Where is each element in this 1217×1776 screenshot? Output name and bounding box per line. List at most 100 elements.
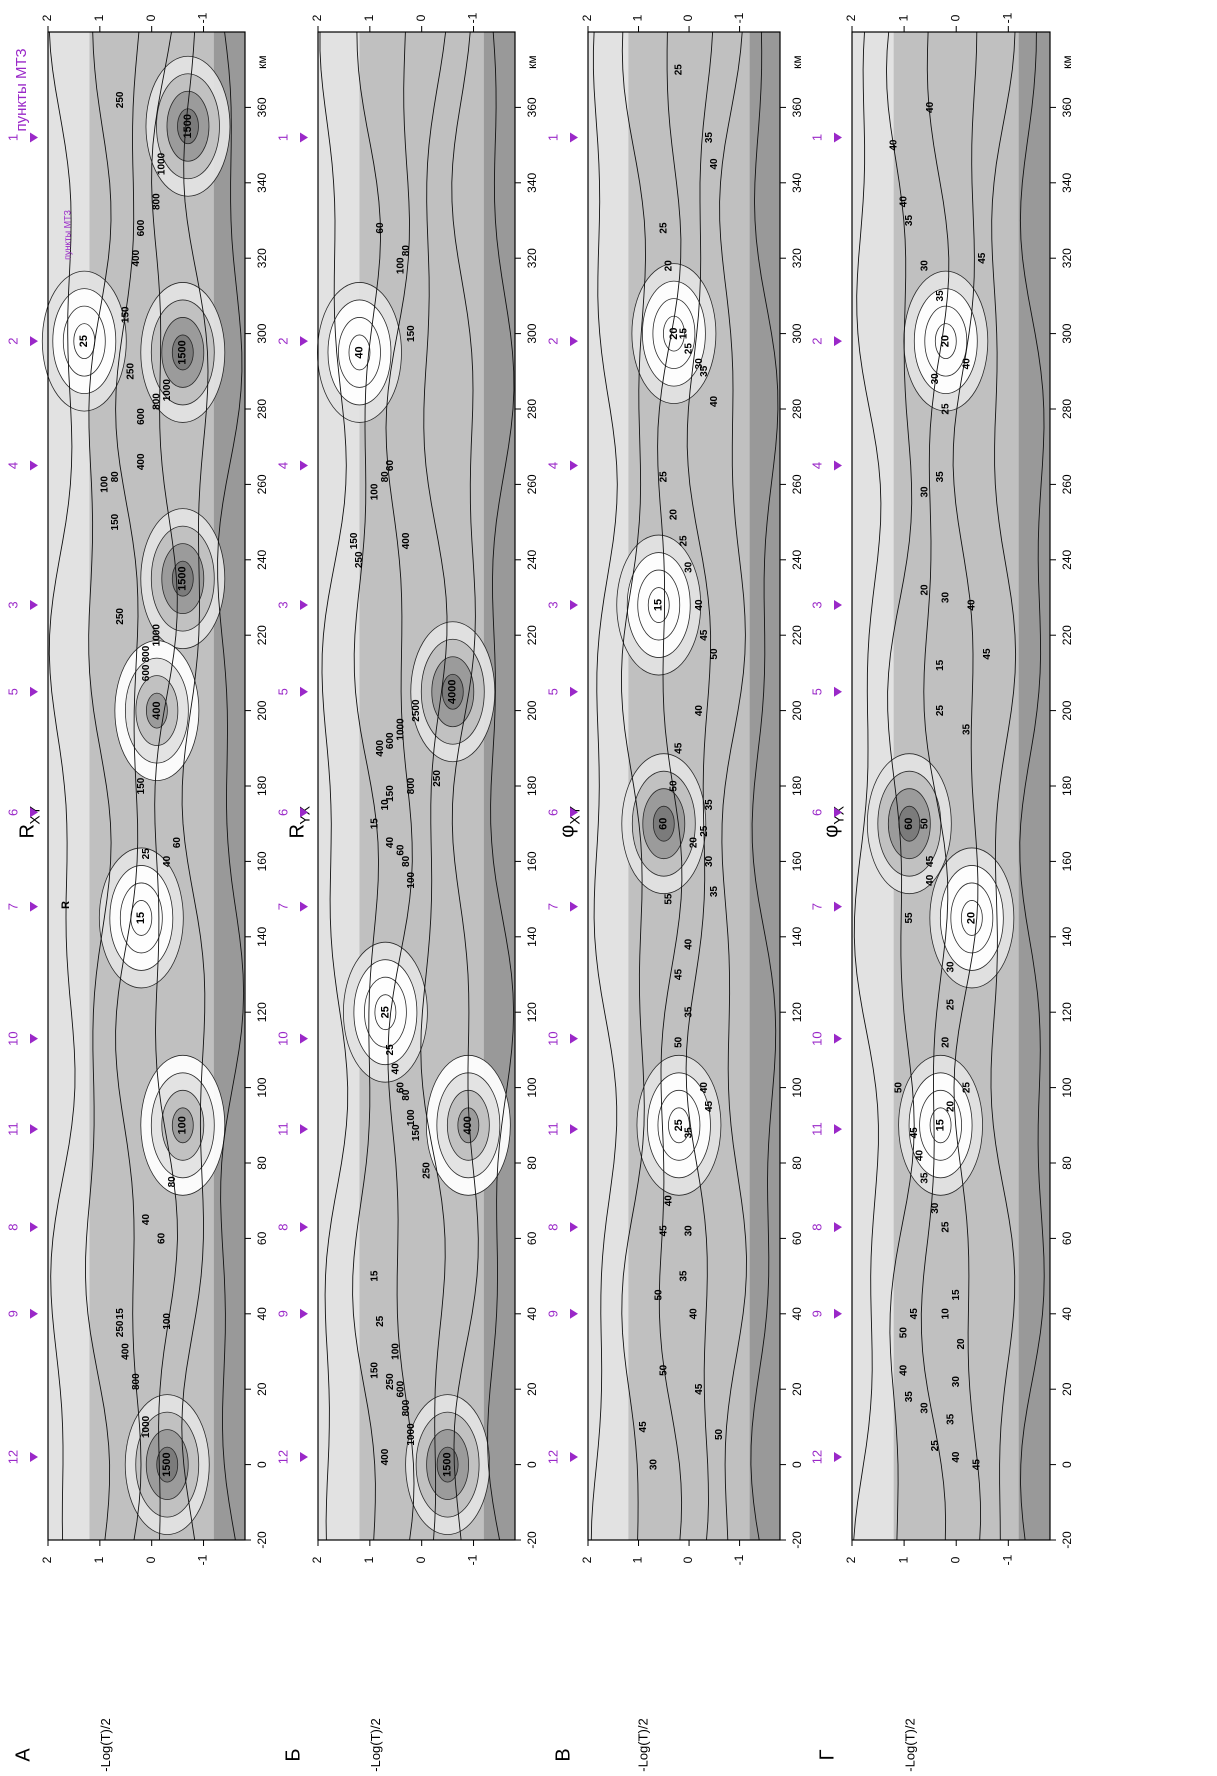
contour-label: 45 xyxy=(977,252,988,264)
contour-label: 25 xyxy=(658,471,669,483)
contour-label: 25 xyxy=(679,535,690,547)
x-tick-label: 20 xyxy=(525,1382,539,1396)
contour-label: 400 xyxy=(131,249,142,266)
contour-label: 20 xyxy=(940,1036,951,1048)
site-marker-icon xyxy=(30,1452,38,1463)
panel-title-sub: XY xyxy=(567,805,583,824)
contour-label: 80 xyxy=(380,471,391,483)
site-label: 8 xyxy=(275,1223,290,1230)
contour-label: 80 xyxy=(110,471,121,483)
contour-label: 60 xyxy=(172,837,183,849)
anomaly-contour xyxy=(171,1107,194,1144)
x-tick-label: 200 xyxy=(255,700,269,720)
anomaly-label: 15 xyxy=(135,912,147,924)
site-label: 2 xyxy=(275,338,290,345)
site-label: 5 xyxy=(809,688,824,695)
contour-label: 45 xyxy=(982,648,993,660)
x-tick-label: 200 xyxy=(790,700,804,720)
site-marker-icon xyxy=(300,1308,308,1319)
x-tick-label: 180 xyxy=(1060,776,1074,796)
x-tick-label: 80 xyxy=(1060,1156,1074,1170)
anomaly-contour xyxy=(662,315,685,352)
x-axis-unit: км xyxy=(1060,55,1074,69)
x-tick-label: 180 xyxy=(525,776,539,796)
site-marker-icon xyxy=(30,1033,38,1044)
contour-label: 20 xyxy=(946,1100,957,1112)
x-tick-label: 240 xyxy=(790,549,804,569)
site-marker-icon xyxy=(30,686,38,697)
contour-label: 60 xyxy=(385,460,396,472)
contour-label: 80 xyxy=(401,855,412,867)
contour-line xyxy=(685,31,714,1541)
y-tick-label-top: 2 xyxy=(580,14,594,21)
contour-label: 150 xyxy=(110,513,121,530)
contour-label: 100 xyxy=(406,871,417,888)
site-label: 7 xyxy=(275,903,290,910)
x-tick-label: 320 xyxy=(1060,248,1074,268)
anomaly-contour xyxy=(348,334,371,371)
contour-line xyxy=(657,31,683,1541)
contour-label: 40 xyxy=(951,1451,962,1463)
contour-label: 150 xyxy=(370,1362,381,1379)
site-marker-icon xyxy=(300,1124,308,1135)
contour-label: 45 xyxy=(638,1421,649,1433)
contour-label: 40 xyxy=(899,1364,910,1376)
site-marker-icon xyxy=(30,901,38,912)
y-axis-label: -Log(T)/2 xyxy=(902,1718,917,1771)
contour-label: 50 xyxy=(658,1364,669,1376)
y-axis-label: -Log(T)/2 xyxy=(98,1718,113,1771)
contour-label: 20 xyxy=(920,584,931,596)
x-tick-label: 280 xyxy=(525,399,539,419)
contour-line xyxy=(719,31,747,1541)
anomaly-label: 20 xyxy=(966,912,978,924)
x-tick-label: 0 xyxy=(1060,1461,1074,1468)
contour-label: 40 xyxy=(390,1063,401,1075)
y-tick-label-bottom: -1 xyxy=(466,1554,480,1565)
site-marker-icon xyxy=(834,686,842,697)
site-marker-icon xyxy=(300,807,308,818)
site-marker-icon xyxy=(834,1124,842,1135)
x-tick-label: 40 xyxy=(255,1307,269,1321)
site-marker-icon xyxy=(834,1452,842,1463)
contour-label: 30 xyxy=(946,961,957,973)
panel-title: RXY xyxy=(16,805,42,838)
x-tick-label: 220 xyxy=(255,625,269,645)
contour-label: 80 xyxy=(401,1089,412,1101)
contour-line xyxy=(181,31,209,1541)
x-tick-label: -20 xyxy=(790,1531,804,1549)
x-tick-label: 300 xyxy=(525,323,539,343)
contour-label: 35 xyxy=(935,290,946,302)
y-tick-label-top: 2 xyxy=(844,14,858,21)
contour-label: 45 xyxy=(909,1127,920,1139)
r-marker: R xyxy=(60,901,72,909)
contour-label: 35 xyxy=(904,215,915,227)
contour-line xyxy=(886,31,915,1541)
site-label: 3 xyxy=(809,601,824,608)
contour-label: 600 xyxy=(385,732,396,749)
contour-label: 800 xyxy=(406,777,417,794)
contour-label: 30 xyxy=(684,561,695,573)
y-tick-label-top: 2 xyxy=(40,14,54,21)
contour-label: 45 xyxy=(694,1383,705,1395)
x-tick-label: 60 xyxy=(525,1231,539,1245)
contour-label: 150 xyxy=(406,325,417,342)
contour-label: 800 xyxy=(141,645,152,662)
anomaly-label: 40 xyxy=(353,346,365,358)
contour-label: 40 xyxy=(385,837,396,849)
panel-title-main: φ xyxy=(556,825,578,838)
y-tick-label-bottom: 2 xyxy=(310,1556,324,1563)
contour-label: 30 xyxy=(920,486,931,498)
x-axis-unit: км xyxy=(255,55,269,69)
contour-line xyxy=(750,31,779,1541)
contour-label: 25 xyxy=(375,1315,386,1327)
contour-label: 1000 xyxy=(396,718,407,741)
x-tick-label: 220 xyxy=(1060,625,1074,645)
contour-line xyxy=(920,31,950,1541)
site-marker-icon xyxy=(300,600,308,611)
anomaly-label: 25 xyxy=(673,1119,685,1131)
contour-label: 100 xyxy=(390,1343,401,1360)
contour-label: 40 xyxy=(899,196,910,208)
site-label: 12 xyxy=(5,1450,20,1464)
x-tick-label: 20 xyxy=(790,1382,804,1396)
site-label: 10 xyxy=(5,1031,20,1045)
